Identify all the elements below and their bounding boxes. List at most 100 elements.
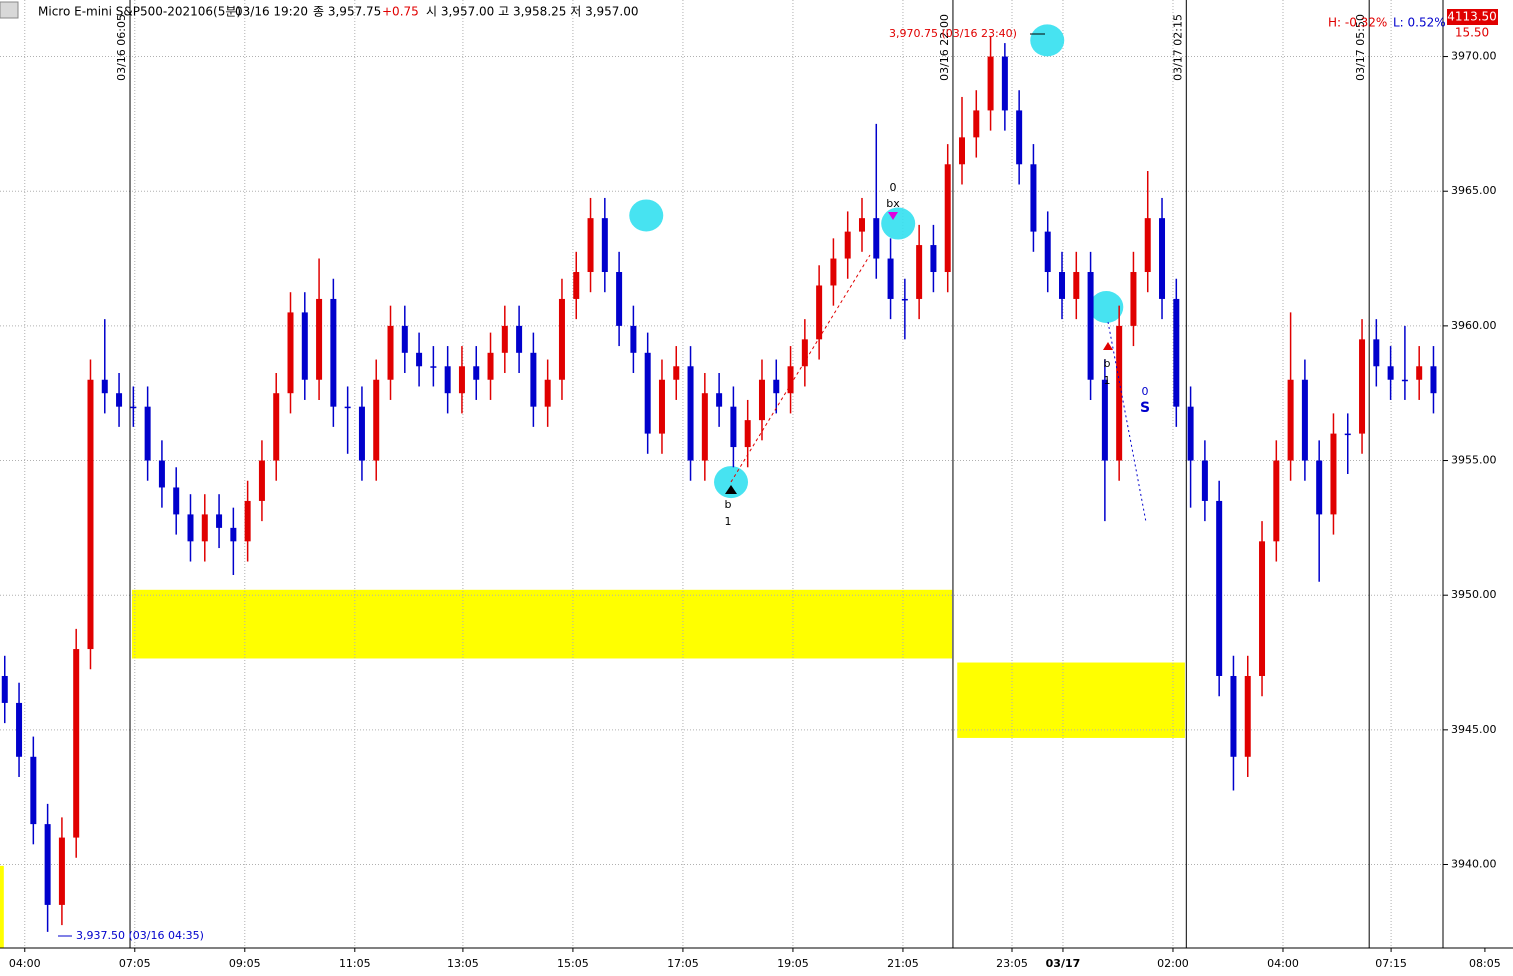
- chart-title: Micro E-mini S&P500-202106(5분): [38, 5, 241, 19]
- high-annotation: 3,970.75 (03/16 23:40): [889, 27, 1017, 40]
- x-tick-label: 07:15: [1375, 957, 1407, 970]
- candle-body: [316, 298, 323, 380]
- candle-body: [1344, 433, 1351, 436]
- signal-arrow: [888, 212, 898, 220]
- candle-body: [1087, 272, 1094, 380]
- highlight-marker: [881, 207, 916, 240]
- candle-body: [473, 366, 480, 380]
- signal-label: bx: [886, 197, 900, 210]
- candle-body: [401, 325, 408, 353]
- header-ohl: 시 3,957.00 고 3,958.25 저 3,957.00: [426, 5, 639, 19]
- candle-body: [573, 272, 580, 299]
- candle-body: [416, 352, 423, 367]
- candles-layer: [1, 36, 1437, 932]
- signal-label: S: [1140, 400, 1150, 416]
- candle-body: [373, 379, 380, 461]
- highlight-marker: [714, 466, 749, 499]
- header-time: 03/16 19:20: [235, 5, 308, 19]
- candle-body: [1316, 460, 1323, 515]
- x-tick-label: 09:05: [229, 957, 261, 970]
- candle-body: [630, 325, 637, 353]
- sessions-layer: 03/16 06:05 03/16 22:00 03/17 02:15 03/17 0…: [115, 0, 1370, 948]
- y-tick-label: 3970.00: [1451, 50, 1497, 63]
- y-tick-label: 3940.00: [1451, 858, 1497, 871]
- candle-body: [444, 366, 451, 394]
- x-tick-label: 21:05: [887, 957, 919, 970]
- candle-body: [987, 56, 994, 111]
- candle-body: [1216, 500, 1223, 676]
- candle-body: [1273, 460, 1280, 542]
- candle-body: [1159, 218, 1166, 299]
- candle-body: [873, 218, 880, 259]
- candle-body: [387, 325, 394, 380]
- candle-body: [201, 514, 208, 542]
- candle-body: [801, 339, 808, 367]
- candle-body: [1416, 366, 1423, 380]
- candle-body: [101, 379, 108, 394]
- candle-body: [258, 460, 265, 501]
- candle-body: [687, 366, 694, 461]
- candle-body: [1373, 339, 1380, 367]
- candle-body: [144, 406, 151, 461]
- candle-body: [744, 420, 751, 448]
- candle-body: [787, 366, 794, 394]
- zone: [0, 865, 4, 948]
- candle-body: [616, 272, 623, 326]
- grid-layer: [0, 0, 1443, 948]
- y-tick-label: 3960.00: [1451, 319, 1497, 332]
- session-label: 03/17 05:50: [1354, 14, 1367, 81]
- candle-body: [330, 298, 337, 407]
- signal-label: 1: [1104, 374, 1111, 387]
- candle-body: [701, 393, 708, 461]
- candle-body: [1144, 218, 1151, 273]
- menu-icon[interactable]: [0, 1, 19, 19]
- candle-body: [1201, 460, 1208, 501]
- trade-path: [1107, 321, 1147, 523]
- candle-body: [1016, 110, 1023, 165]
- candle-body: [716, 393, 723, 407]
- x-tick-label: 23:05: [996, 957, 1028, 970]
- header-change: +0.75: [382, 5, 419, 19]
- zone: [131, 589, 952, 659]
- x-tick-label: 03/17: [1046, 957, 1081, 970]
- candle-body: [1259, 541, 1266, 676]
- candle-body: [601, 218, 608, 273]
- candle-body: [530, 352, 537, 407]
- signal-label: 0: [890, 181, 897, 194]
- candle-body: [1, 675, 8, 703]
- x-tick-label: 07:05: [119, 957, 151, 970]
- candle-body: [959, 137, 965, 165]
- highlight-marker: [1030, 24, 1065, 57]
- candle-body: [87, 379, 94, 650]
- candle-body: [458, 366, 465, 394]
- signal-label: 1: [725, 515, 732, 528]
- candle-body: [730, 406, 737, 448]
- candle-body: [158, 460, 165, 488]
- candle-body: [1044, 231, 1051, 273]
- candle-body: [1244, 675, 1251, 757]
- y-tick-label: 3945.00: [1451, 723, 1497, 736]
- signal-arrow: [725, 485, 737, 494]
- x-tick-label: 11:05: [339, 957, 371, 970]
- candle-body: [1101, 379, 1108, 461]
- candle-body: [1430, 366, 1437, 394]
- candle-body: [916, 245, 923, 299]
- candle-body: [173, 487, 180, 515]
- session-label: 03/16 22:00: [938, 14, 951, 81]
- signal-arrow: [1103, 342, 1113, 350]
- candle-body: [44, 824, 51, 905]
- signal-label: b: [725, 498, 732, 511]
- highlight-marker: [1089, 291, 1124, 324]
- candle-body: [930, 245, 937, 273]
- candle-body: [973, 110, 980, 138]
- candle-body: [673, 366, 680, 380]
- candle-body: [516, 325, 523, 353]
- candle-body: [216, 514, 223, 528]
- zone: [957, 662, 1185, 738]
- header-close: 종 3,957.75: [313, 5, 381, 19]
- candle-body: [116, 393, 123, 407]
- candle-body: [344, 406, 351, 409]
